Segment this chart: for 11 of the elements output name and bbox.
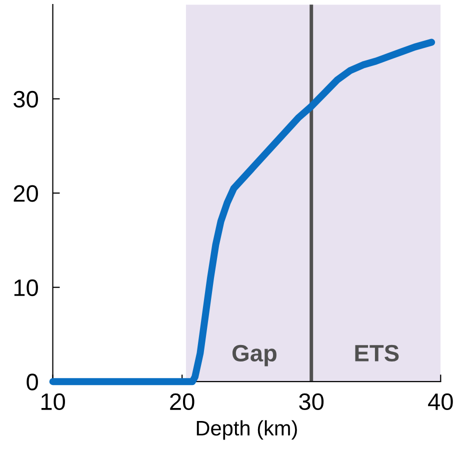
x-tick-label: 20 — [170, 393, 194, 410]
x-tick-label: 30 — [299, 393, 324, 410]
x-axis-title: Depth (km) — [196, 420, 297, 440]
x-tick-label: 10 — [41, 393, 65, 410]
annotation: Gap — [232, 344, 276, 366]
annotation: ETS — [355, 344, 399, 362]
y-tick-label: 0 — [26, 374, 38, 390]
y-tick-label: 10 — [14, 279, 38, 296]
y-tick-label: 20 — [14, 185, 38, 202]
x-tick-label: 40 — [428, 393, 453, 410]
y-tick-label: 30 — [14, 90, 38, 108]
